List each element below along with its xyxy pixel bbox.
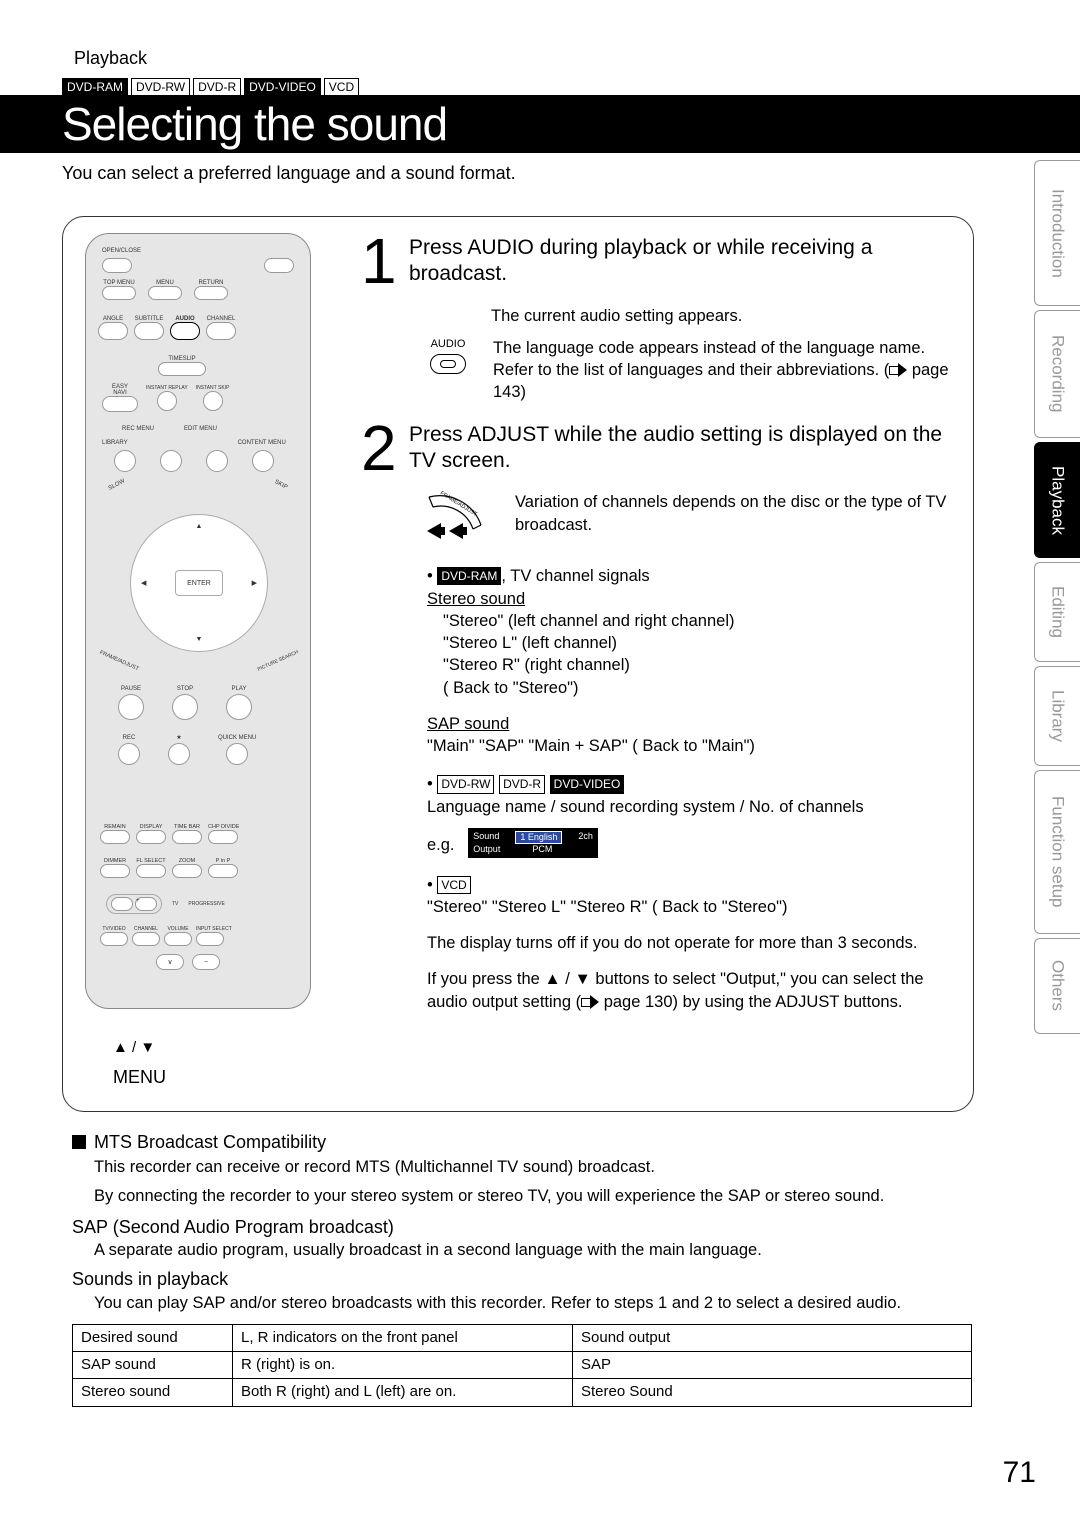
sidetab-library[interactable]: Library <box>1034 666 1080 766</box>
step-1-number: 1 <box>361 233 409 291</box>
mts-heading: MTS Broadcast Compatibility <box>72 1130 972 1154</box>
dvdr-badge: DVD-R <box>499 775 545 793</box>
table-cell: SAP <box>573 1352 972 1379</box>
menu-label: MENU <box>113 1061 166 1093</box>
dvdvideo-badge: DVD-VIDEO <box>550 775 625 793</box>
vcd-block: • VCD "Stereo" "Stereo L" "Stereo R" ( B… <box>427 874 951 919</box>
mts-p2: By connecting the recorder to your stere… <box>94 1185 972 1207</box>
sap-heading: SAP (Second Audio Program broadcast) <box>72 1215 972 1239</box>
bottom-section: MTS Broadcast Compatibility This recorde… <box>72 1124 972 1407</box>
step-1-line2: The language code appears instead of the… <box>493 337 951 404</box>
sidetab-function-setup[interactable]: Function setup <box>1034 770 1080 934</box>
sounds-heading: Sounds in playback <box>72 1267 972 1291</box>
output-note-b: page 130) by using the ADJUST buttons. <box>599 993 902 1011</box>
table-cell: R (right) is on. <box>233 1352 573 1379</box>
arrows-label: ▲ / ▼ <box>113 1034 166 1061</box>
step-2: 2 Press ADJUST while the audio setting i… <box>361 420 951 478</box>
enter-button: ENTER <box>175 570 223 596</box>
format-badge: DVD-VIDEO <box>244 78 321 96</box>
step-1-line2a: The language code appears instead of the… <box>493 339 925 379</box>
sidetab-playback[interactable]: Playback <box>1034 442 1080 558</box>
table-header-cell: Sound output <box>573 1324 972 1351</box>
vcd-badge: VCD <box>437 876 470 894</box>
output-note: If you press the ▲ / ▼ buttons to select… <box>427 968 951 1013</box>
remote-illustration: OPEN/CLOSE TOP MENU MENU RETURN ANGLE SU… <box>85 233 311 1009</box>
step-1: 1 Press AUDIO during playback or while r… <box>361 233 951 291</box>
sidetab-others[interactable]: Others <box>1034 938 1080 1034</box>
step-1-title: Press AUDIO during playback or while rec… <box>409 233 951 291</box>
step-1-body: The current audio setting appears. AUDIO… <box>423 305 951 404</box>
frame-adjust-icon: FRAME/ADJUST <box>423 491 495 549</box>
section-label: Playback <box>74 48 147 69</box>
table-cell: Stereo Sound <box>573 1379 972 1406</box>
eg-label: e.g. <box>427 836 455 854</box>
audio-button-label: AUDIO <box>431 337 466 352</box>
table-row: Stereo soundBoth R (right) and L (left) … <box>73 1379 972 1406</box>
sidetab-introduction[interactable]: Introduction <box>1034 160 1080 306</box>
subtitle: You can select a preferred language and … <box>62 163 516 184</box>
sap-sound-hd: SAP sound <box>427 715 509 733</box>
stereo-l4: ( Back to "Stereo") <box>443 679 579 697</box>
step-1-line1: The current audio setting appears. <box>491 305 951 327</box>
step-2-title: Press ADJUST while the audio setting is … <box>409 420 951 478</box>
table-cell: SAP sound <box>73 1352 233 1379</box>
title-bar: Selecting the sound <box>0 95 1080 153</box>
step-2-intro: Variation of channels depends on the dis… <box>515 491 951 536</box>
dvdrw-block: • DVD-RW DVD-R DVD-VIDEO Language name /… <box>427 773 951 818</box>
remote-illustration-area: OPEN/CLOSE TOP MENU MENU RETURN ANGLE SU… <box>85 233 331 1093</box>
stereo-sound-hd: Stereo sound <box>427 590 525 608</box>
sidetab-editing[interactable]: Editing <box>1034 562 1080 662</box>
stereo-l2: "Stereo L" (left channel) <box>443 634 617 652</box>
format-badge: DVD-RAM <box>62 78 128 96</box>
table-header-cell: Desired sound <box>73 1324 233 1351</box>
arrow-icon <box>889 363 907 376</box>
page-title: Selecting the sound <box>62 97 447 151</box>
stereo-l3: "Stereo R" (right channel) <box>443 656 630 674</box>
step-2-number: 2 <box>361 420 409 478</box>
dvdram-suffix: , TV channel signals <box>501 567 649 585</box>
side-tabs: IntroductionRecordingPlaybackEditingLibr… <box>1034 160 1080 1038</box>
square-bullet-icon <box>72 1135 86 1149</box>
remote-lower-labels: ▲ / ▼ MENU <box>113 1034 166 1093</box>
audio-button-icon: AUDIO <box>423 337 473 374</box>
steps-area: 1 Press AUDIO during playback or while r… <box>361 233 951 1013</box>
turnoff-note: The display turns off if you do not oper… <box>427 932 951 954</box>
eg-osd-box: Sound1 English2ch OutputPCM <box>468 828 598 858</box>
sap-line: "Main" "SAP" "Main + SAP" ( Back to "Mai… <box>427 737 755 755</box>
vcd-line: "Stereo" "Stereo L" "Stereo R" ( Back to… <box>427 898 788 916</box>
sounds-p: You can play SAP and/or stereo broadcast… <box>94 1292 972 1314</box>
sap-block: SAP sound "Main" "SAP" "Main + SAP" ( Ba… <box>427 713 951 758</box>
sidetab-recording[interactable]: Recording <box>1034 310 1080 438</box>
stereo-l1: "Stereo" (left channel and right channel… <box>443 612 734 630</box>
table-cell: Both R (right) and L (left) are on. <box>233 1379 573 1406</box>
dvdram-block: • DVD-RAM, TV channel signals Stereo sou… <box>427 565 951 699</box>
eg-block: e.g. Sound1 English2ch OutputPCM <box>427 828 951 858</box>
arrow-icon <box>581 995 599 1008</box>
format-badge: DVD-R <box>193 78 241 96</box>
table-header-cell: L, R indicators on the front panel <box>233 1324 573 1351</box>
sound-table: Desired soundL, R indicators on the fron… <box>72 1324 972 1407</box>
format-badges: DVD-RAMDVD-RWDVD-RDVD-VIDEOVCD <box>62 78 359 96</box>
table-cell: Stereo sound <box>73 1379 233 1406</box>
page-number: 71 <box>1003 1456 1036 1490</box>
main-content-box: OPEN/CLOSE TOP MENU MENU RETURN ANGLE SU… <box>62 216 974 1112</box>
lang-line: Language name / sound recording system /… <box>427 798 864 816</box>
sap-p: A separate audio program, usually broadc… <box>94 1239 972 1261</box>
mts-p1: This recorder can receive or record MTS … <box>94 1156 972 1178</box>
dvdrw-badge: DVD-RW <box>437 775 494 793</box>
dpad: ENTER ▲ ▼ ◀ ▶ <box>130 514 268 652</box>
step-2-body: FRAME/ADJUST Variation of channels depen… <box>423 491 951 1013</box>
dvdram-badge: DVD-RAM <box>437 567 501 585</box>
table-row: SAP soundR (right) is on.SAP <box>73 1352 972 1379</box>
format-badge: DVD-RW <box>131 78 190 96</box>
format-badge: VCD <box>324 78 359 96</box>
